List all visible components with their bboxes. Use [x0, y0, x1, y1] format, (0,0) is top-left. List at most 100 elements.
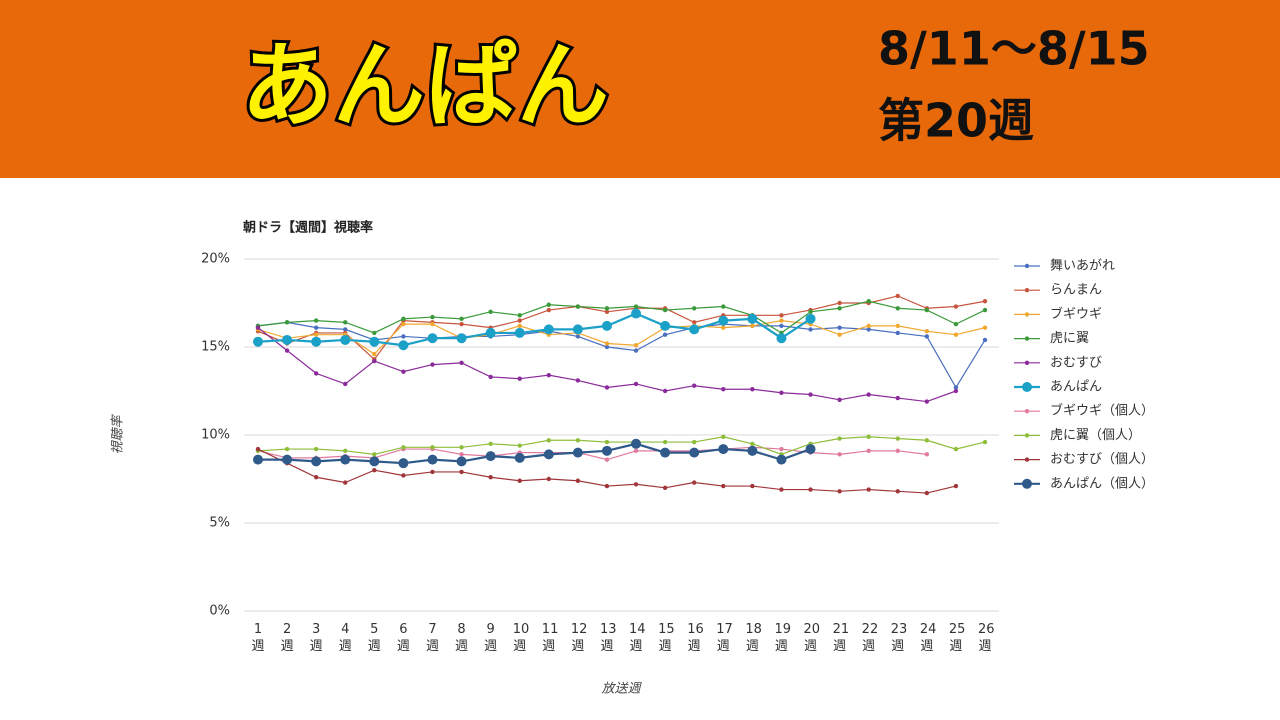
data-point	[750, 323, 755, 329]
data-point	[372, 330, 377, 336]
x-tick-label: 20週	[803, 622, 821, 654]
data-point	[430, 469, 435, 475]
data-point	[895, 323, 900, 329]
legend-dot	[1024, 409, 1030, 414]
data-point	[427, 454, 438, 465]
data-point	[631, 308, 642, 319]
series-line	[257, 300, 986, 334]
series-line	[257, 446, 927, 461]
data-point	[604, 483, 610, 489]
data-point	[456, 456, 467, 467]
data-point	[953, 446, 959, 452]
data-point	[747, 445, 758, 456]
x-tick-label: 16週	[687, 622, 704, 654]
x-tick-label: 9週	[484, 622, 498, 654]
x-tick-label: 11週	[541, 622, 559, 654]
data-point	[779, 446, 784, 452]
data-point	[340, 454, 351, 465]
data-point	[372, 468, 377, 473]
data-point	[808, 487, 813, 492]
data-point	[401, 473, 406, 478]
data-point	[517, 318, 522, 323]
y-axis-label: 視聴率	[110, 414, 126, 455]
data-point	[427, 333, 438, 344]
x-tick-label: 8週	[455, 622, 469, 654]
data-point	[459, 360, 464, 366]
data-point	[866, 299, 871, 304]
data-point	[284, 348, 290, 353]
data-point	[546, 476, 551, 482]
data-point	[662, 307, 668, 313]
x-tick-label: 10週	[512, 622, 530, 654]
x-tick-label: 3週	[309, 622, 323, 654]
data-point	[575, 378, 581, 383]
chart-title: 朝ドラ【週間】視聴率	[243, 220, 373, 236]
x-tick-label: 4週	[338, 622, 352, 654]
data-point	[517, 323, 522, 329]
y-tick-label: 0%	[209, 604, 230, 619]
data-point	[398, 458, 409, 469]
data-point	[459, 321, 464, 327]
data-point	[340, 334, 351, 345]
legend-dot	[1022, 382, 1032, 392]
legend-dot	[1024, 433, 1030, 438]
data-point	[982, 337, 988, 343]
x-tick-label: 17週	[716, 622, 733, 654]
data-point	[369, 336, 380, 347]
data-point	[459, 445, 464, 450]
data-point	[633, 343, 639, 348]
data-point	[953, 304, 959, 309]
data-point	[282, 334, 293, 345]
data-point	[284, 446, 290, 452]
data-point	[372, 351, 377, 357]
legend-dot	[1024, 336, 1030, 341]
data-point	[633, 304, 639, 309]
data-point	[747, 313, 758, 324]
data-point	[689, 447, 700, 458]
data-point	[805, 444, 816, 455]
data-point	[779, 318, 784, 323]
data-point	[575, 304, 581, 309]
data-point	[953, 321, 959, 327]
legend-label: あんぱん（個人）	[1050, 476, 1154, 491]
data-point	[313, 332, 319, 337]
data-point	[779, 313, 784, 318]
x-tick-label: 24週	[919, 622, 937, 654]
data-point	[808, 327, 813, 332]
data-point	[372, 358, 377, 364]
data-point	[313, 371, 319, 376]
data-point	[485, 451, 496, 462]
data-point	[982, 299, 988, 304]
data-point	[982, 307, 988, 313]
data-point	[456, 333, 467, 344]
header-week: 第20週	[878, 94, 1034, 148]
data-point	[750, 483, 755, 489]
data-point	[895, 448, 900, 454]
x-axis-label: 放送週	[601, 682, 642, 697]
data-point	[692, 439, 697, 445]
legend-dot	[1024, 360, 1030, 365]
data-point	[343, 381, 348, 387]
data-point	[313, 475, 319, 480]
data-point	[866, 487, 871, 492]
legend-dot	[1024, 457, 1030, 462]
data-point	[313, 325, 319, 330]
data-point	[253, 336, 263, 347]
data-point	[895, 489, 900, 494]
data-point	[837, 397, 842, 402]
series-line	[257, 327, 957, 403]
data-point	[575, 334, 581, 339]
data-point	[343, 448, 348, 454]
data-point	[689, 324, 700, 335]
x-tick-label: 25週	[948, 622, 966, 654]
data-point	[401, 445, 406, 450]
data-point	[692, 320, 697, 325]
data-point	[401, 321, 406, 327]
legend-dot	[1022, 478, 1032, 489]
data-point	[808, 309, 813, 314]
data-point	[866, 448, 871, 454]
y-tick-label: 15%	[201, 340, 230, 355]
x-tick-label: 19週	[774, 622, 791, 654]
data-point	[633, 482, 639, 487]
